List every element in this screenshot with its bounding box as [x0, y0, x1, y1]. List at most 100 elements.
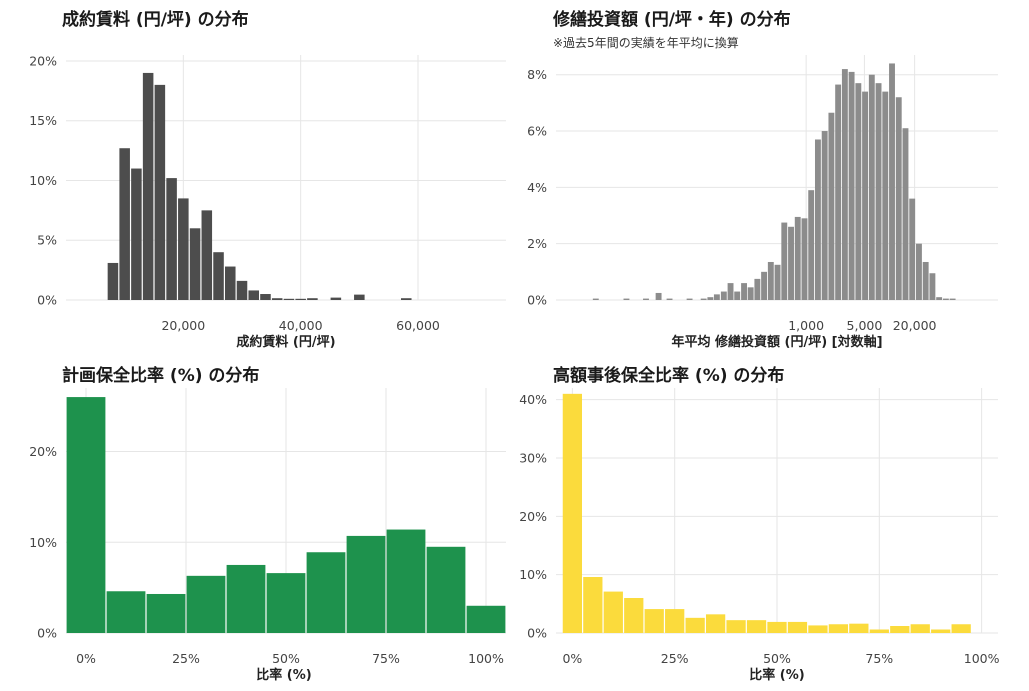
y-tick-label: 15% [29, 113, 57, 128]
bars [66, 397, 506, 633]
x-axis-label: 成約賃料 (円/坪) [236, 334, 335, 350]
histogram-bar [835, 84, 842, 300]
y-tick-label: 10% [29, 173, 57, 188]
histogram-bar [283, 298, 295, 300]
histogram-bar [644, 609, 664, 633]
histogram-bar [767, 621, 787, 633]
histogram-bar [666, 298, 673, 300]
histogram-bar [808, 190, 815, 300]
histogram-bar [307, 298, 318, 300]
histogram-bar [707, 297, 714, 300]
histogram-bar [746, 620, 767, 633]
x-axis-label: 年平均 修繕投資額 (円/坪) [対数軸] [671, 334, 882, 350]
x-tick-label: 75% [372, 651, 400, 666]
x-tick-label: 25% [172, 651, 200, 666]
histogram-bar [794, 216, 801, 300]
x-tick-label: 0% [562, 651, 582, 666]
histogram-bar [236, 280, 248, 300]
histogram-bar [142, 72, 154, 301]
x-tick-label: 20,000 [893, 318, 937, 333]
histogram-bar [951, 624, 971, 633]
chart-title: 高額事後保全比率 (%) の分布 [553, 365, 784, 386]
histogram-bar [754, 278, 761, 300]
x-tick-label: 20,000 [161, 318, 205, 333]
y-ticks: 0% 5% 10% 15% 20% [29, 53, 57, 307]
chart-title: 成約賃料 (円/坪) の分布 [62, 9, 249, 30]
histogram-bar [330, 297, 342, 300]
histogram-bar [890, 626, 910, 633]
y-ticks: 0% 10% 20% 30% 40% [519, 392, 547, 640]
x-tick-label: 100% [964, 651, 1000, 666]
histogram-bar [774, 264, 781, 300]
histogram-bar [761, 271, 768, 300]
y-tick-label: 0% [37, 293, 57, 308]
histogram-bar [266, 573, 306, 633]
histogram-bar [306, 552, 346, 633]
histogram-bar [922, 261, 929, 300]
chart-title: 修繕投資額 (円/坪・年) の分布 [552, 9, 791, 30]
histogram-bar [665, 609, 685, 633]
histogram-bar [346, 535, 386, 633]
x-grid [571, 388, 983, 633]
histogram-bar [623, 298, 630, 300]
histogram-bar [655, 292, 662, 300]
histogram-bar [788, 226, 794, 300]
histogram-bar [562, 393, 583, 633]
histogram-bar [734, 291, 741, 300]
histogram-bar [909, 198, 916, 300]
histogram-bar [821, 131, 828, 300]
histogram-bar [869, 629, 889, 633]
histogram-bar [466, 605, 506, 633]
chart-panel-repair-investment: 修繕投資額 (円/坪・年) の分布 ※過去5年間の実績を年平均に換算 0% 2% 4… [527, 9, 998, 350]
y-tick-label: 20% [29, 53, 57, 68]
histogram-bar [154, 84, 166, 300]
histogram-bar [767, 261, 774, 300]
histogram-bar [902, 128, 909, 300]
y-tick-label: 0% [527, 626, 547, 641]
histogram-bar [213, 252, 224, 300]
histogram-bar [875, 83, 882, 300]
histogram-bar [643, 298, 649, 300]
histogram-bar [942, 298, 949, 300]
y-tick-label: 0% [37, 626, 57, 641]
y-tick-label: 30% [519, 451, 547, 466]
histogram-bar [747, 287, 754, 300]
y-ticks: 0% 10% 20% [29, 444, 57, 640]
x-ticks: 0% 25% 50% 75% 100% [76, 651, 504, 666]
histogram-bar [354, 294, 365, 300]
histogram-bar [936, 297, 943, 300]
x-tick-label: 40,000 [279, 318, 323, 333]
histogram-bar [146, 593, 186, 633]
histogram-bar [713, 294, 720, 300]
x-tick-label: 60,000 [396, 318, 440, 333]
x-tick-label: 50% [272, 651, 300, 666]
y-tick-label: 20% [29, 444, 57, 459]
chart-title: 計画保全比率 (%) の分布 [62, 365, 259, 386]
histogram-bar [741, 283, 747, 300]
chart-panel-rent: 成約賃料 (円/坪) の分布 0% 5% 10% 15% 20% 20,000 40,00… [29, 9, 506, 350]
histogram-bar [855, 83, 862, 300]
y-tick-label: 20% [519, 509, 547, 524]
histogram-bar [131, 168, 142, 300]
y-tick-label: 0% [527, 293, 547, 308]
histogram-bar [686, 298, 693, 300]
histogram-bar [808, 625, 828, 633]
histogram-bar [401, 298, 412, 300]
chart-panel-high-cost-reactive-ratio: 高額事後保全比率 (%) の分布 0% 10% 20% 30% 40% 0% 25% 50%… [519, 365, 999, 683]
bars [562, 393, 971, 633]
bars [592, 63, 956, 301]
histogram-bar [295, 298, 306, 300]
y-tick-label: 6% [527, 124, 547, 139]
histogram-bar [106, 591, 146, 633]
y-tick-label: 40% [519, 392, 547, 407]
histogram-bar [787, 621, 808, 633]
x-tick-label: 25% [661, 651, 689, 666]
histogram-bar [700, 298, 707, 300]
histogram-bar [726, 620, 746, 633]
x-ticks: 1,000 5,000 20,000 [788, 318, 936, 333]
histogram-bar [781, 222, 788, 300]
histogram-bar [801, 218, 808, 300]
histogram-bar [426, 546, 466, 633]
x-tick-label: 0% [76, 651, 96, 666]
